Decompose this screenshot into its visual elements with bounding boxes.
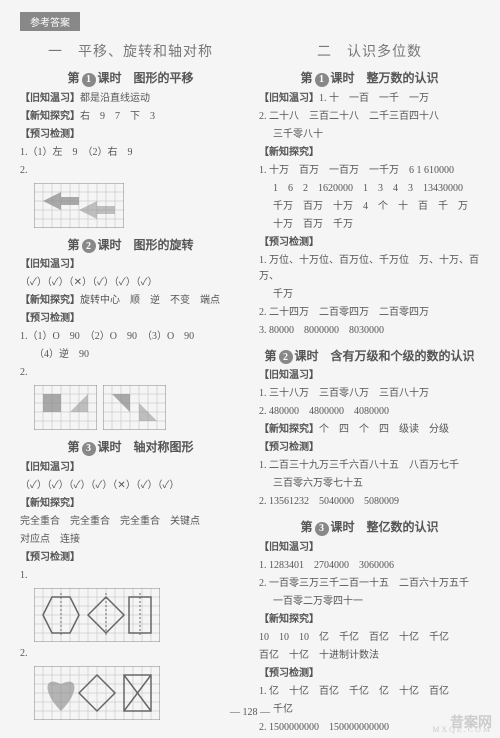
left-unit-title: 一 平移、旋转和轴对称	[20, 41, 241, 61]
answer-line: 2. 一百零三万三千二百一十五 二百六十万五千	[259, 576, 480, 592]
new-label: 【新知探究】	[20, 111, 80, 122]
answer-line: 1. 万位、十万位、百万位、千万位 万、十万、百万、	[259, 253, 480, 285]
new-text: 右 9 7 下 3	[80, 111, 155, 122]
answer-line: 2. 二十八 三百二十八 二千三百四十八	[259, 109, 480, 125]
pre-label: 【预习检测】	[20, 550, 241, 566]
answer-line: 2.	[20, 365, 241, 381]
old-text: （✓）（✓）（✓）（✓）（✕）（✓）（✓）	[20, 478, 241, 494]
answer-line: 1. 十万 百万 一百万 一千万 6 1 610000	[259, 163, 480, 179]
answer-line: 三百零六万零七十五	[259, 476, 480, 492]
answer-line: 千万	[259, 287, 480, 303]
right-lesson3-title: 第3课时 整亿数的认识	[259, 518, 480, 536]
answer-line: 1.	[20, 568, 241, 584]
grid-figure-1	[34, 183, 241, 228]
answer-line: 10 10 10 亿 千亿 百亿 十亿 千亿	[259, 630, 480, 646]
right-unit-title: 二 认识多位数	[259, 41, 480, 61]
answer-line: 百亿 十亿 十进制计数法	[259, 648, 480, 664]
section: 【旧知温习】1. 十 一百 一千 一万	[259, 91, 480, 107]
pre-label: 【预习检测】	[259, 235, 480, 251]
right-column: 二 认识多位数 第1课时 整万数的认识 【旧知温习】1. 十 一百 一千 一万 …	[259, 37, 480, 738]
answer-line: （4）逆 90	[20, 347, 241, 363]
new-label: 【新知探究】	[259, 424, 319, 435]
right-lesson2-title: 第2课时 含有万级和个级的数的认识	[259, 347, 480, 365]
new-label: 【新知探究】	[259, 612, 480, 628]
left-column: 一 平移、旋转和轴对称 第1课时 图形的平移 【旧知温习】都是沿直线运动 【新知…	[20, 37, 241, 738]
pre-label: 【预习检测】	[259, 666, 480, 682]
answer-line: 2.	[20, 163, 241, 179]
lesson-prefix: 第	[67, 71, 79, 85]
lesson-num-icon: 1	[82, 73, 96, 87]
answer-line: 一百零二万零四十一	[259, 594, 480, 610]
answer-line: 1. 三十八万 三百零八万 三百八十万	[259, 386, 480, 402]
old-text: 都是沿直线运动	[80, 93, 150, 104]
answer-line: 2. 13561232 5040000 5080009	[259, 494, 480, 510]
answer-line: 千万 百万 十万 4 个 十 百 千 万	[259, 199, 480, 215]
section: 【旧知温习】都是沿直线运动	[20, 91, 241, 107]
section: 【新知探究】个 四 个 四 级读 分级	[259, 422, 480, 438]
answer-line: 3. 80000 8000000 8030000	[259, 323, 480, 339]
answer-line: 完全重合 完全重合 完全重合 关键点	[20, 514, 241, 530]
grid-figure-3a	[34, 588, 241, 642]
answer-line: 1. 1283401 2704000 3060006	[259, 558, 480, 574]
old-label: 【旧知温习】	[259, 540, 480, 556]
new-label: 【新知探究】	[20, 496, 241, 512]
section: 【新知探究】右 9 7 下 3	[20, 109, 241, 125]
header-badge: 参考答案	[20, 12, 80, 31]
lesson-suffix: 课时 含有万级和个级的数的认识	[295, 349, 475, 363]
grid-figure-2	[34, 385, 241, 430]
answer-line: 1.（1）O 90 （2）O 90 （3）O 90	[20, 329, 241, 345]
lesson-prefix: 第	[300, 520, 312, 534]
old-text: （✓）（✓）（✕）（✓）（✓）（✓）	[20, 275, 241, 291]
old-label: 【旧知温习】	[259, 368, 480, 384]
answer-line: 2.	[20, 646, 241, 662]
answer-line: 1 6 2 1620000 1 3 4 3 13430000	[259, 181, 480, 197]
pre-label: 【预习检测】	[20, 311, 241, 327]
lesson-suffix: 课时 图形的旋转	[98, 238, 194, 252]
lesson-num-icon: 2	[82, 239, 96, 253]
pre-label: 【预习检测】	[20, 127, 241, 143]
old-label: 【旧知温习】	[259, 93, 319, 104]
watermark-small: MXQE.COM	[432, 725, 492, 734]
new-text: 个 四 个 四 级读 分级	[319, 424, 449, 435]
lesson-prefix: 第	[67, 238, 79, 252]
lesson-prefix: 第	[264, 349, 276, 363]
lesson-suffix: 课时 图形的平移	[98, 71, 194, 85]
new-label: 【新知探究】	[259, 145, 480, 161]
lesson-prefix: 第	[300, 71, 312, 85]
lesson-num-icon: 3	[315, 522, 329, 536]
lesson-suffix: 课时 整万数的认识	[331, 71, 439, 85]
new-text: 旋转中心 顺 逆 不变 端点	[80, 295, 220, 306]
left-lesson1-title: 第1课时 图形的平移	[20, 69, 241, 87]
left-lesson3-title: 第3课时 轴对称图形	[20, 438, 241, 456]
lesson-num-icon: 2	[279, 350, 293, 364]
old-label: 【旧知温习】	[20, 93, 80, 104]
pre-label: 【预习检测】	[259, 440, 480, 456]
lesson-prefix: 第	[67, 440, 79, 454]
answer-line: 对应点 连接	[20, 532, 241, 548]
answer-line: 1.（1）左 9 （2）右 9	[20, 145, 241, 161]
answer-line: 2. 二十四万 二百零四万 二百零四万	[259, 305, 480, 321]
right-lesson1-title: 第1课时 整万数的认识	[259, 69, 480, 87]
lesson-suffix: 课时 轴对称图形	[98, 440, 194, 454]
lesson-num-icon: 1	[315, 73, 329, 87]
old-label: 【旧知温习】	[20, 460, 241, 476]
old-label: 【旧知温习】	[20, 257, 241, 273]
page-number: — 128 —	[0, 707, 500, 718]
answer-line: 三千零八十	[259, 127, 480, 143]
old-text: 1. 十 一百 一千 一万	[319, 93, 429, 104]
new-label: 【新知探究】	[20, 295, 80, 306]
lesson-num-icon: 3	[82, 442, 96, 456]
answer-line: 十万 百万 千万	[259, 217, 480, 233]
answer-line: 1. 亿 十亿 百亿 千亿 亿 十亿 百亿	[259, 684, 480, 700]
content-columns: 一 平移、旋转和轴对称 第1课时 图形的平移 【旧知温习】都是沿直线运动 【新知…	[20, 37, 480, 738]
section: 【新知探究】旋转中心 顺 逆 不变 端点	[20, 293, 241, 309]
left-lesson2-title: 第2课时 图形的旋转	[20, 236, 241, 254]
answer-line: 1. 二百三十九万三千六百八十五 八百万七千	[259, 458, 480, 474]
answer-line: 2. 480000 4800000 4080000	[259, 404, 480, 420]
lesson-suffix: 课时 整亿数的认识	[331, 520, 439, 534]
